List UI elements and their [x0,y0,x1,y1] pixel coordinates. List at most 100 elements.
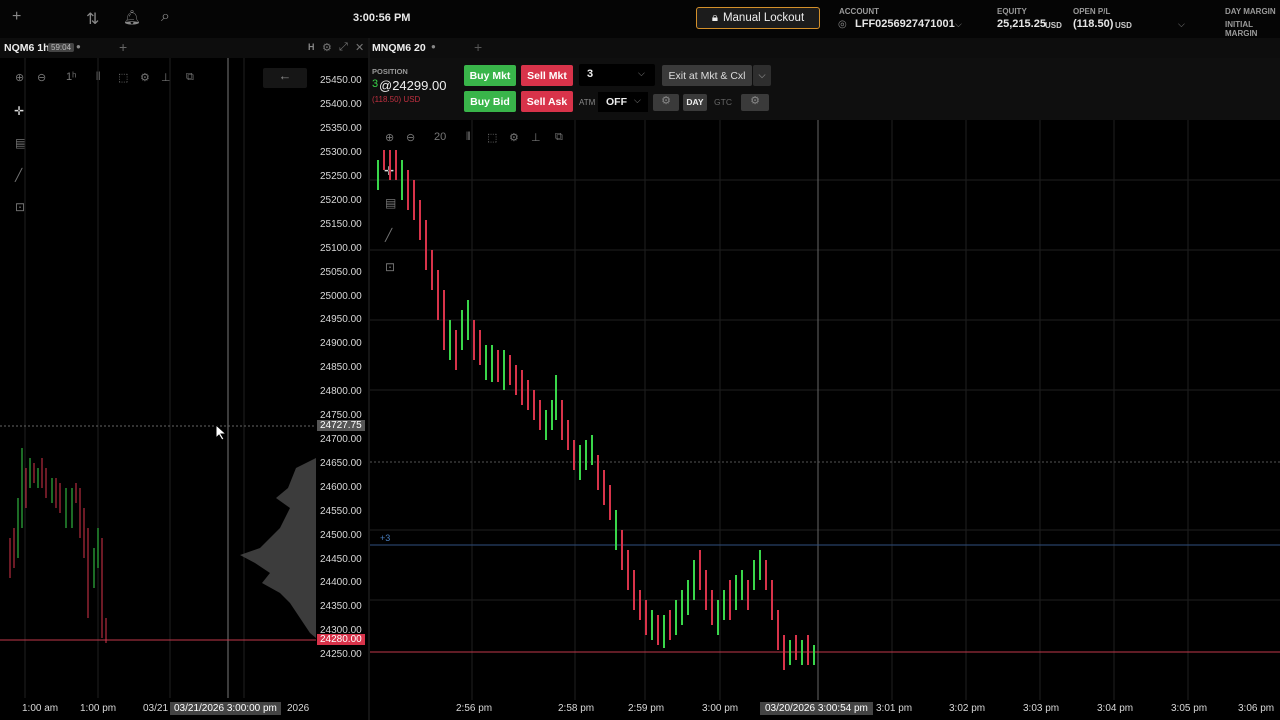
buy-mkt-button[interactable]: Buy Mkt [464,65,516,86]
tab-nqm6[interactable]: NQM6 1h [4,42,50,54]
crosshair-icon[interactable]: ✛ [14,104,25,118]
close-icon[interactable]: ✕ [355,42,365,54]
draw-line-icon[interactable]: ╱ [15,168,23,182]
lock-icon[interactable]: ⊡ [15,200,26,214]
select-icon[interactable]: ⬚ [487,132,498,144]
y-tick-label: 25450.00 [320,75,362,86]
position-label: POSITION [372,67,408,76]
crosshair-time-label: 03/20/2026 3:00:54 pm [760,702,873,715]
sell-ask-button[interactable]: Sell Ask [521,91,573,112]
crosshair-time-label: 03/21/2026 3:00:00 pm [170,702,281,715]
left-y-axis: 25450.00 25400.00 25350.00 25300.00 2525… [0,58,368,720]
select-icon[interactable]: ⬚ [118,72,129,84]
copy-icon[interactable]: ⧉ [186,71,194,83]
bell-icon[interactable]: 🔔︎ [123,9,141,25]
clock: 3:00:56 PM [353,12,411,24]
y-tick-label: 25200.00 [320,195,362,206]
y-tick-label: 25400.00 [320,99,362,110]
chevron-down-icon[interactable]: ⌵ [1178,19,1185,29]
zoom-in-icon[interactable]: ⊕ [385,132,395,144]
add-tab-icon[interactable]: + [119,39,128,55]
x-tick-label: 1:00 am [22,703,59,714]
last-price-label: 24280.00 [317,634,365,645]
x-tick-label: 3:06 pm [1238,703,1275,714]
settings-icon[interactable]: ⚙ [140,72,150,84]
indicator-icon[interactable]: ⊥ [531,132,541,144]
position-marker: +3 [380,533,391,543]
chevron-down-icon: ⌵ [758,70,766,80]
exit-dropdown-button[interactable]: ⌵ [753,65,771,86]
search-icon[interactable]: ⌕ [161,8,170,25]
zoom-out-icon[interactable]: ⊖ [406,132,416,144]
timeframe-button[interactable]: 20 [434,131,447,143]
status-dot-icon: ● [76,42,81,51]
panel-divider[interactable] [368,38,370,720]
gtc-tif-button[interactable]: GTC [714,97,732,107]
open-pl-unit: USD [1115,21,1132,30]
manual-lockout-button[interactable]: 🔒︎ Manual Lockout [696,7,820,29]
copy-icon[interactable]: ⧉ [555,131,563,143]
account-label: ACCOUNT [839,7,879,16]
indicator-icon[interactable]: ⊥ [161,72,171,84]
x-tick-label: 2:56 pm [456,703,493,714]
y-tick-label: 24750.00 [320,410,362,421]
arrow-left-icon: ← [278,68,292,83]
left-chart-canvas[interactable] [0,58,368,720]
exit-at-mkt-button[interactable]: Exit at Mkt & Cxl [662,65,752,86]
equity-unit: USD [1045,21,1062,30]
y-tick-label: 24650.00 [320,458,362,469]
expand-icon[interactable]: ⤢ [339,41,348,53]
y-tick-label: 25150.00 [320,219,362,230]
zoom-out-icon[interactable]: ⊖ [37,72,47,84]
back-arrow-button[interactable]: ← [263,68,307,88]
left-chart-tabbar: NQM6 1h 59:04 ● + H ⚙ ⤢ ✕ [0,38,368,58]
chevron-down-icon[interactable]: ⌵ [955,19,962,29]
notes-icon[interactable]: ▤ [15,136,27,150]
initial-margin-label: INITIAL MARGIN [1225,20,1258,38]
add-icon[interactable]: + [12,8,22,25]
account-selector[interactable]: LFF0256927471001 [855,18,955,30]
atm-settings-button[interactable]: ⚙ [653,94,679,111]
day-tif-button[interactable]: DAY [683,94,707,111]
atm-label: ATM [579,98,596,107]
order-bar: POSITION 3 @24299.00 (118.50) USD Buy Mk… [370,58,1280,120]
atm-select[interactable]: OFF ⌵ [598,92,648,112]
tab-mnqm6[interactable]: MNQM6 20 [372,42,426,54]
x-tick-label: 3:02 pm [949,703,986,714]
position-qty: 3 [372,78,379,90]
y-tick-label: 25000.00 [320,291,362,302]
atm-value: OFF [606,96,627,108]
quantity-value: 3 [587,68,594,80]
gear-icon: ⚙ [661,95,671,107]
top-bar: + ⇅ 🔔︎ ⌕ 3:00:56 PM 🔒︎ Manual Lockout AC… [0,0,1280,38]
settings-icon[interactable]: ⚙ [509,132,519,144]
tif-settings-button[interactable]: ⚙ [741,94,769,111]
candles-icon[interactable]: ⫴ [466,131,471,143]
x-tick-label: 2026 [287,703,310,714]
lock-icon[interactable]: ⊡ [385,260,396,274]
buy-bid-button[interactable]: Buy Bid [464,91,516,112]
gear-icon[interactable]: ⚙ [322,42,332,54]
sell-mkt-button[interactable]: Sell Mkt [521,65,573,86]
quantity-select[interactable]: 3 ⌵ [579,64,655,86]
y-tick-label: 24450.00 [320,554,362,565]
transfer-icon[interactable]: ⇅ [86,11,100,28]
position-price: @24299.00 [379,78,447,93]
add-tab-icon[interactable]: + [474,39,483,55]
mouse-cursor-icon [216,425,228,441]
timeframe-icon[interactable]: 1ʰ [66,71,77,83]
zoom-in-icon[interactable]: ⊕ [15,72,25,84]
right-chart-canvas[interactable] [370,120,1280,700]
x-tick-label: 3:00 pm [702,703,739,714]
h-label: H [308,42,315,52]
y-tick-label: 24850.00 [320,362,362,373]
x-tick-label: 03/21 [143,703,169,714]
y-tick-label: 24700.00 [320,434,362,445]
y-tick-label: 25350.00 [320,123,362,134]
left-volume-profile [240,458,316,638]
x-tick-label: 3:05 pm [1171,703,1208,714]
notes-icon[interactable]: ▤ [385,196,397,210]
gear-icon: ⚙ [750,95,760,107]
draw-line-icon[interactable]: ╱ [385,228,393,242]
equity-label: EQUITY [997,7,1027,16]
